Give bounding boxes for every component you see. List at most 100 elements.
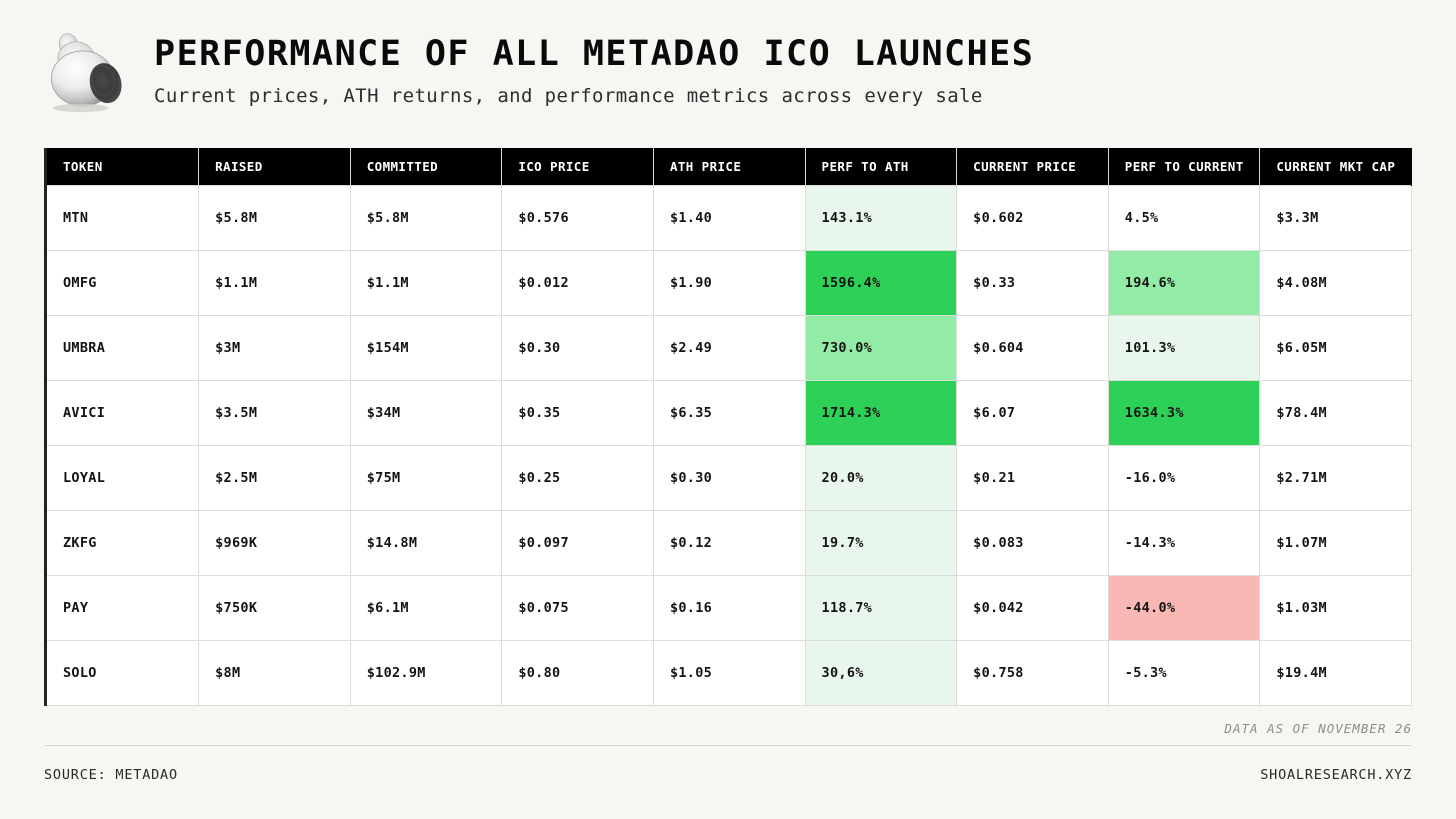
- cell-current-mkt-cap: $78.4M: [1259, 379, 1412, 446]
- cell-current-mkt-cap: $6.05M: [1259, 314, 1412, 381]
- cell-ico-price: $0.075: [501, 574, 654, 641]
- col-raised: RAISED: [198, 148, 351, 185]
- cell-current-mkt-cap: $1.07M: [1259, 509, 1412, 576]
- cell-perf-to-ath: 1596.4%: [804, 249, 958, 316]
- cell-perf-to-current: 4.5%: [1107, 184, 1261, 251]
- table-row: LOYAL $2.5M $75M $0.25 $0.30 20.0% $0.21 -16.0%…: [47, 444, 1412, 511]
- col-current-price: CURRENT PRICE: [956, 148, 1109, 185]
- cell-ico-price: $0.012: [501, 249, 654, 316]
- col-perf-to-current: PERF TO CURRENT: [1108, 148, 1261, 185]
- cell-perf-to-ath: 20.0%: [804, 444, 958, 511]
- table-body: MTN $5.8M $5.8M $0.576 $1.40 143.1% $0.602 4.5%…: [47, 184, 1412, 706]
- cell-committed: $6.1M: [349, 574, 503, 641]
- cell-ico-price: $0.097: [501, 509, 654, 576]
- cell-ico-price: $0.80: [501, 639, 654, 706]
- cell-ath-price: $2.49: [652, 314, 806, 381]
- cell-committed: $75M: [349, 444, 503, 511]
- table-row: PAY $750K $6.1M $0.075 $0.16 118.7% $0.042 -44.…: [47, 574, 1412, 641]
- cell-committed: $34M: [349, 379, 503, 446]
- cell-ath-price: $1.90: [652, 249, 806, 316]
- col-ath-price: ATH PRICE: [653, 148, 806, 185]
- cell-token: UMBRA: [47, 314, 200, 381]
- col-perf-to-ath: PERF TO ATH: [805, 148, 958, 185]
- col-current-mkt-cap: CURRENT MKT CAP: [1259, 148, 1412, 185]
- cell-perf-to-ath: 143.1%: [804, 184, 958, 251]
- cell-perf-to-current: -44.0%: [1107, 574, 1261, 641]
- cell-ico-price: $0.576: [501, 184, 654, 251]
- table-row: OMFG $1.1M $1.1M $0.012 $1.90 1596.4% $0.33 194…: [47, 249, 1412, 316]
- table-row: UMBRA $3M $154M $0.30 $2.49 730.0% $0.604 101.3…: [47, 314, 1412, 381]
- cell-token: MTN: [47, 184, 200, 251]
- cell-perf-to-ath: 30,6%: [804, 639, 958, 706]
- cell-committed: $102.9M: [349, 639, 503, 706]
- cell-perf-to-current: -14.3%: [1107, 509, 1261, 576]
- cell-raised: $969K: [198, 509, 351, 576]
- cell-token: PAY: [47, 574, 200, 641]
- cell-raised: $750K: [198, 574, 351, 641]
- cell-perf-to-ath: 730.0%: [804, 314, 958, 381]
- cell-perf-to-current: -5.3%: [1107, 639, 1261, 706]
- cell-perf-to-ath: 118.7%: [804, 574, 958, 641]
- performance-table-wrap: TOKEN RAISED COMMITTED ICO PRICE ATH PRI…: [44, 148, 1412, 706]
- cell-perf-to-current: 1634.3%: [1107, 379, 1261, 446]
- cell-perf-to-ath: 1714.3%: [804, 379, 958, 446]
- cell-current-mkt-cap: $19.4M: [1259, 639, 1412, 706]
- table-row: MTN $5.8M $5.8M $0.576 $1.40 143.1% $0.602 4.5%…: [47, 184, 1412, 251]
- cell-committed: $14.8M: [349, 509, 503, 576]
- cell-committed: $5.8M: [349, 184, 503, 251]
- cell-committed: $154M: [349, 314, 503, 381]
- cell-ath-price: $0.16: [652, 574, 806, 641]
- cell-ath-price: $0.30: [652, 444, 806, 511]
- title-block: PERFORMANCE OF ALL METADAO ICO LAUNCHES …: [154, 24, 1034, 107]
- table-header: TOKEN RAISED COMMITTED ICO PRICE ATH PRI…: [47, 148, 1412, 185]
- cell-token: OMFG: [47, 249, 200, 316]
- cell-current-price: $0.602: [956, 184, 1109, 251]
- col-ico-price: ICO PRICE: [501, 148, 654, 185]
- page-header: PERFORMANCE OF ALL METADAO ICO LAUNCHES …: [44, 0, 1412, 122]
- cell-raised: $8M: [198, 639, 351, 706]
- cell-raised: $5.8M: [198, 184, 351, 251]
- cell-perf-to-ath: 19.7%: [804, 509, 958, 576]
- cell-committed: $1.1M: [349, 249, 503, 316]
- cell-current-price: $0.083: [956, 509, 1109, 576]
- cell-current-mkt-cap: $3.3M: [1259, 184, 1412, 251]
- page-title: PERFORMANCE OF ALL METADAO ICO LAUNCHES: [154, 34, 1035, 74]
- cell-current-mkt-cap: $2.71M: [1259, 444, 1412, 511]
- cell-current-mkt-cap: $4.08M: [1259, 249, 1412, 316]
- col-token: TOKEN: [47, 148, 200, 185]
- shell-logo-icon: [44, 24, 136, 122]
- cell-current-price: $6.07: [956, 379, 1109, 446]
- cell-token: SOLO: [47, 639, 200, 706]
- cell-ath-price: $1.40: [652, 184, 806, 251]
- cell-perf-to-current: 194.6%: [1107, 249, 1261, 316]
- cell-current-price: $0.042: [956, 574, 1109, 641]
- cell-perf-to-current: 101.3%: [1107, 314, 1261, 381]
- table-row: SOLO $8M $102.9M $0.80 $1.05 30,6% $0.758 -5.3%…: [47, 639, 1412, 706]
- table-row: ZKFG $969K $14.8M $0.097 $0.12 19.7% $0.083 -14…: [47, 509, 1412, 576]
- cell-current-mkt-cap: $1.03M: [1259, 574, 1412, 641]
- cell-current-price: $0.33: [956, 249, 1109, 316]
- data-as-of-note: DATA AS OF NOVEMBER 26: [1224, 720, 1412, 736]
- cell-ico-price: $0.35: [501, 379, 654, 446]
- cell-raised: $3.5M: [198, 379, 351, 446]
- cell-raised: $1.1M: [198, 249, 351, 316]
- cell-ath-price: $1.05: [652, 639, 806, 706]
- cell-current-price: $0.21: [956, 444, 1109, 511]
- cell-perf-to-current: -16.0%: [1107, 444, 1261, 511]
- table-header-row: TOKEN RAISED COMMITTED ICO PRICE ATH PRI…: [47, 148, 1412, 185]
- cell-raised: $2.5M: [198, 444, 351, 511]
- col-committed: COMMITTED: [350, 148, 503, 185]
- cell-ath-price: $6.35: [652, 379, 806, 446]
- table-row: AVICI $3.5M $34M $0.35 $6.35 1714.3% $6.07 1634…: [47, 379, 1412, 446]
- cell-ico-price: $0.25: [501, 444, 654, 511]
- performance-table: TOKEN RAISED COMMITTED ICO PRICE ATH PRI…: [47, 148, 1412, 706]
- cell-ath-price: $0.12: [652, 509, 806, 576]
- source-label: SOURCE: METADAO: [44, 766, 178, 783]
- page-footer: SOURCE: METADAO SHOALRESEARCH.XYZ: [44, 767, 1412, 783]
- cell-raised: $3M: [198, 314, 351, 381]
- cell-token: ZKFG: [47, 509, 200, 576]
- cell-token: LOYAL: [47, 444, 200, 511]
- website-label: SHOALRESEARCH.XYZ: [1260, 766, 1412, 783]
- content: PERFORMANCE OF ALL METADAO ICO LAUNCHES …: [44, 0, 1412, 783]
